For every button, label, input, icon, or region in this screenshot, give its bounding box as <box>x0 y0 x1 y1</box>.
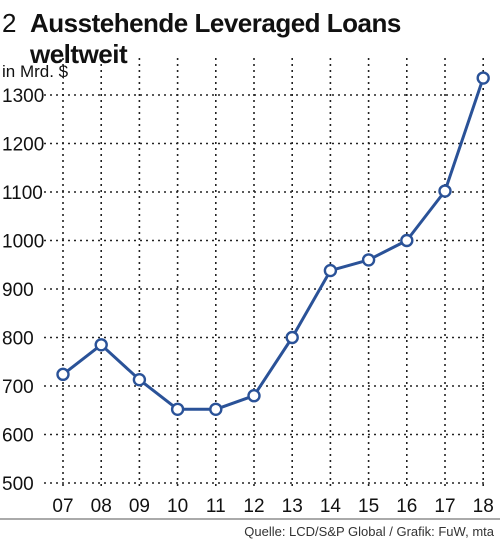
x-tick-labels: 07 08 09 10 11 12 13 14 15 16 17 18 <box>52 496 493 517</box>
y-tick-label: 1300 <box>2 86 44 107</box>
y-tick-label: 900 <box>2 280 34 301</box>
data-point-16 <box>400 233 414 248</box>
x-tick-label: 09 <box>129 496 150 517</box>
chart-title: Ausstehende Leveraged Loans weltweit <box>30 8 401 69</box>
series-line <box>62 77 485 411</box>
data-point-07 <box>56 367 70 382</box>
y-tick-labels: 500 600 700 800 900 1000 1100 1200 1300 <box>2 86 44 495</box>
data-point-14 <box>323 263 338 278</box>
source-note: Quelle: LCD/S&P Global / Grafik: FuW, mt… <box>244 524 494 539</box>
y-tick-label: 500 <box>2 474 34 495</box>
data-point-10 <box>170 402 185 416</box>
x-tick-label: 12 <box>243 496 264 517</box>
x-tick-label: 10 <box>167 496 188 517</box>
data-point-12 <box>247 389 261 403</box>
y-axis-unit: in Mrd. $ <box>2 62 69 81</box>
x-tick-label: 15 <box>358 496 379 517</box>
x-tick-label: 16 <box>396 496 417 517</box>
data-point-17 <box>438 184 452 198</box>
data-point-18 <box>476 71 490 85</box>
y-tick-label: 1000 <box>2 232 44 253</box>
y-tick-label: 800 <box>2 329 34 350</box>
figure-number: 2 <box>2 8 17 38</box>
y-tick-label: 1100 <box>2 183 43 204</box>
x-tick-label: 17 <box>434 496 455 517</box>
y-tick-label: 600 <box>2 426 34 447</box>
data-point-11 <box>209 402 223 416</box>
x-tick-label: 14 <box>320 496 342 517</box>
data-points <box>56 71 490 416</box>
x-tick-label: 07 <box>52 496 73 517</box>
title-row: 2 Ausstehende Leveraged Loans weltweit <box>0 4 500 69</box>
data-point-09 <box>132 372 147 387</box>
y-tick-label: 700 <box>2 377 34 398</box>
data-point-13 <box>285 330 299 345</box>
data-point-15 <box>361 253 376 267</box>
data-point-08 <box>94 338 108 352</box>
x-tick-label: 11 <box>206 496 226 517</box>
grid <box>0 58 500 520</box>
x-tick-label: 18 <box>473 496 494 517</box>
x-tick-label: 08 <box>91 496 112 517</box>
y-tick-label: 1200 <box>2 135 44 156</box>
x-tick-label: 13 <box>282 496 303 517</box>
